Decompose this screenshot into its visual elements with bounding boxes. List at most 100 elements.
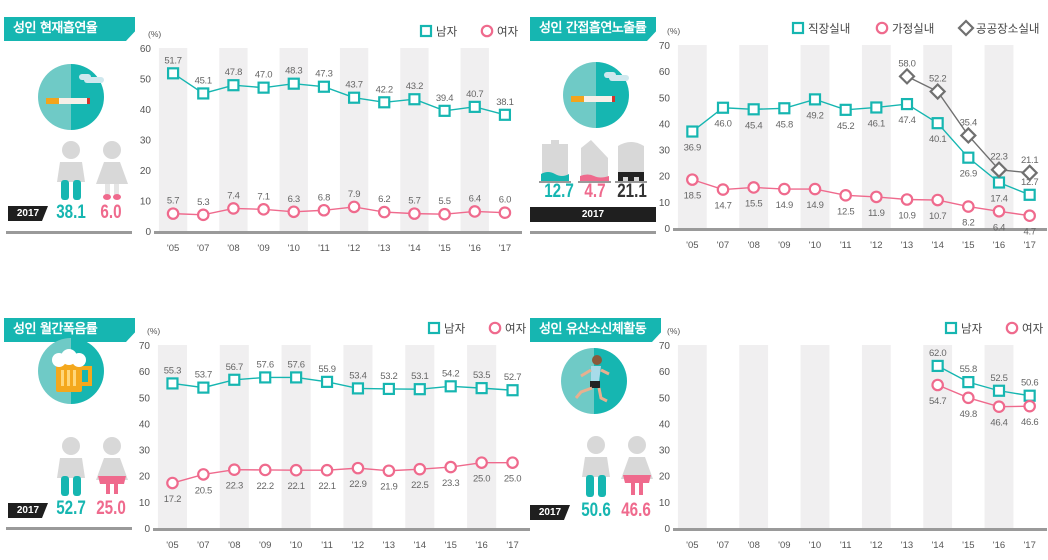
data-label: 46.6 <box>1021 417 1038 428</box>
x-tick-label: '11 <box>840 540 852 551</box>
legend-label: 여자 <box>505 323 527 336</box>
data-point-marker <box>992 384 1006 397</box>
data-point-marker <box>382 382 395 396</box>
series-circle: 18.5 14.7 15.5 14.9 14.9 12.5 11.9 10.9 10.7 8.2 6… <box>684 173 1036 238</box>
data-label: 11.9 <box>868 208 885 219</box>
x-tick-label: '08 <box>747 540 759 551</box>
data-label: 55.8 <box>960 364 977 375</box>
data-point-marker <box>257 203 270 216</box>
data-point-marker <box>468 100 481 113</box>
y-tick-label: 30 <box>140 136 152 147</box>
y-tick-label: 60 <box>139 367 151 378</box>
column-band <box>800 345 830 528</box>
series-line <box>937 384 1030 408</box>
data-label: 53.2 <box>380 371 397 382</box>
data-point-marker <box>289 463 303 477</box>
data-label: 5.7 <box>408 196 420 207</box>
y-tick-label: 0 <box>664 224 670 235</box>
legend-label: 여자 <box>1022 323 1044 336</box>
data-label: 51.7 <box>164 55 181 66</box>
data-point-marker <box>1021 164 1039 182</box>
public-stat-value: 21.1 <box>617 181 647 202</box>
data-point-marker <box>347 91 361 104</box>
data-point-marker <box>287 205 301 219</box>
column-band <box>400 48 429 231</box>
data-label: 46.0 <box>714 119 731 130</box>
year-badge: 2017 <box>530 207 656 222</box>
legend-label: 공공장소실내 <box>976 23 1039 36</box>
data-point-marker <box>686 125 699 138</box>
data-point-marker <box>320 463 334 477</box>
data-point-marker <box>747 181 760 194</box>
y-tick-label: 10 <box>659 498 671 509</box>
legend-label: 여자 <box>497 26 519 39</box>
data-point-marker <box>258 463 272 477</box>
data-point-marker <box>898 67 916 85</box>
x-tick-label: '15 <box>438 243 450 254</box>
data-label: 25.0 <box>504 474 521 485</box>
data-point-marker <box>317 80 331 93</box>
data-label: 22.9 <box>349 479 366 490</box>
male-figure-icon <box>57 437 85 496</box>
data-point-marker <box>197 87 210 100</box>
divider <box>530 231 656 234</box>
chart-title-smoking-rate: 성인 현재흡연율 <box>4 17 135 41</box>
y-tick-label: 40 <box>140 105 152 116</box>
workplace-stat-value: 12.7 <box>544 181 574 202</box>
y-axis-unit: (%) <box>667 326 680 336</box>
data-point-marker <box>686 173 699 186</box>
data-point-marker <box>413 383 426 396</box>
beer-mug-icon <box>38 338 104 404</box>
x-tick-label: '08 <box>228 540 240 551</box>
data-label: 55.3 <box>164 365 181 376</box>
legend-marker-circle <box>875 21 889 35</box>
data-point-marker <box>259 371 272 384</box>
male-stat-value: 50.6 <box>581 500 611 521</box>
column-band <box>984 45 1014 228</box>
column-band <box>157 345 187 528</box>
data-point-marker <box>196 208 210 222</box>
data-label: 46.1 <box>868 118 885 129</box>
x-tick-label: '05 <box>686 540 698 551</box>
y-tick-label: 50 <box>139 393 151 404</box>
y-tick-label: 50 <box>659 93 671 104</box>
legend-marker-square <box>791 21 805 35</box>
x-axis-line <box>153 528 530 531</box>
binge-drinking-chart: 0 10 20 30 40 50 60 70 (%) '05 '07 '08 '09 '10 '11 '12 '… <box>139 321 530 551</box>
data-point-marker <box>320 375 334 388</box>
data-point-marker <box>347 200 361 214</box>
y-axis-unit: (%) <box>147 326 160 336</box>
data-label: 18.5 <box>684 191 701 202</box>
column-band <box>339 48 369 231</box>
x-tick-label: '13 <box>901 540 913 551</box>
data-point-marker <box>444 380 457 393</box>
legend-label: 남자 <box>436 26 458 39</box>
x-axis-line <box>673 528 1047 531</box>
data-point-marker <box>377 205 391 219</box>
data-point-marker <box>506 456 519 469</box>
female-stat-value: 46.6 <box>621 500 651 521</box>
x-tick-label: '16 <box>475 540 487 551</box>
data-point-marker <box>378 96 391 109</box>
x-axis-line <box>673 228 1047 231</box>
data-point-marker <box>287 77 300 90</box>
data-label: 40.1 <box>929 134 946 145</box>
y-tick-label: 30 <box>659 446 671 457</box>
data-label: 55.9 <box>318 364 335 375</box>
divider <box>6 231 132 234</box>
y-axis-unit: (%) <box>148 29 161 39</box>
data-point-marker <box>931 117 944 130</box>
data-point-marker <box>962 376 975 389</box>
data-label: 6.8 <box>318 192 330 203</box>
y-tick-label: 50 <box>659 393 671 404</box>
x-tick-label: '07 <box>717 540 729 551</box>
y-tick-label: 0 <box>664 524 670 535</box>
cigarette-icon <box>38 64 104 130</box>
data-label: 22.1 <box>318 481 335 492</box>
x-tick-label: '10 <box>290 540 302 551</box>
data-label: 53.7 <box>195 370 212 381</box>
column-band <box>984 345 1014 528</box>
female-figure-icon <box>621 436 653 495</box>
office-building-icon <box>539 140 571 183</box>
data-point-marker <box>931 359 944 373</box>
